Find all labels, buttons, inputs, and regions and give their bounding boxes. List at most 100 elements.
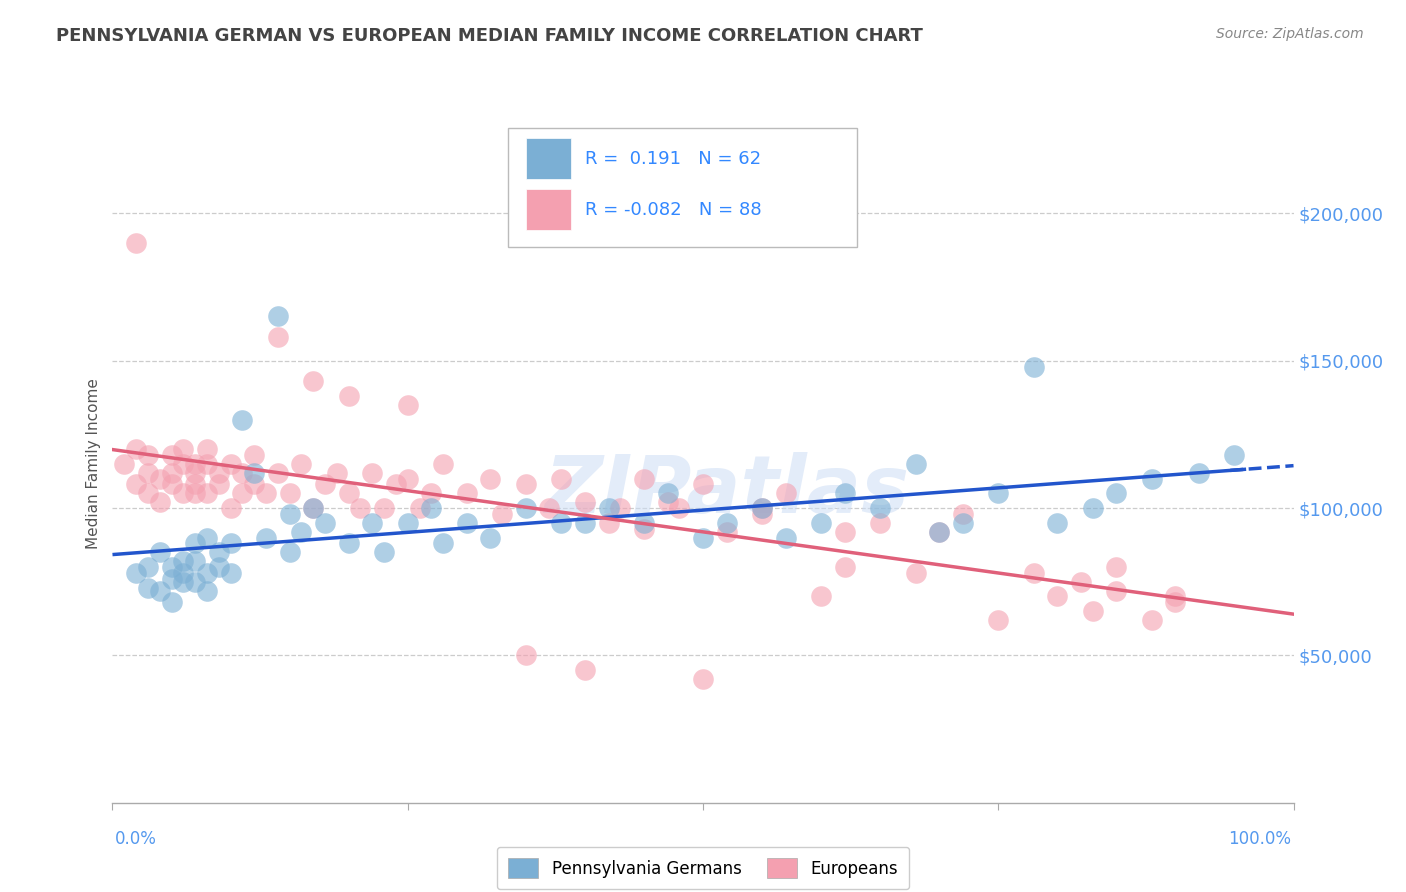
Point: [314, 516, 336, 530]
Point: [574, 663, 596, 677]
Point: [1081, 501, 1104, 516]
Point: [361, 466, 384, 480]
Point: [172, 486, 194, 500]
Point: [184, 477, 207, 491]
Point: [219, 566, 242, 580]
Point: [633, 472, 655, 486]
Point: [136, 581, 159, 595]
Point: [195, 442, 218, 456]
Point: [112, 457, 135, 471]
Y-axis label: Median Family Income: Median Family Income: [86, 378, 101, 549]
Point: [1105, 486, 1128, 500]
Point: [149, 545, 172, 559]
Point: [1140, 472, 1163, 486]
Point: [716, 516, 738, 530]
Point: [810, 590, 832, 604]
Point: [267, 466, 290, 480]
Point: [302, 501, 325, 516]
Point: [278, 545, 301, 559]
Point: [1164, 595, 1187, 609]
Point: [195, 486, 218, 500]
Text: 100.0%: 100.0%: [1227, 830, 1291, 847]
Point: [1022, 359, 1045, 374]
Point: [1164, 590, 1187, 604]
Point: [408, 501, 430, 516]
Point: [775, 486, 797, 500]
Point: [952, 507, 974, 521]
Point: [243, 466, 266, 480]
Point: [208, 477, 231, 491]
Point: [396, 472, 419, 486]
FancyBboxPatch shape: [508, 128, 856, 247]
Point: [1046, 590, 1069, 604]
Point: [172, 574, 194, 589]
Point: [160, 560, 183, 574]
Point: [337, 389, 360, 403]
Point: [869, 516, 891, 530]
Text: R = -0.082   N = 88: R = -0.082 N = 88: [585, 201, 762, 219]
Point: [160, 595, 183, 609]
Point: [361, 516, 384, 530]
Point: [574, 495, 596, 509]
Point: [184, 574, 207, 589]
Point: [668, 501, 690, 516]
Point: [928, 524, 950, 539]
Text: 0.0%: 0.0%: [115, 830, 157, 847]
Point: [420, 501, 443, 516]
Point: [550, 472, 572, 486]
Point: [290, 457, 312, 471]
Point: [598, 516, 620, 530]
Point: [172, 442, 194, 456]
Point: [538, 501, 561, 516]
Point: [267, 330, 290, 344]
Point: [869, 501, 891, 516]
Point: [1022, 566, 1045, 580]
Point: [952, 516, 974, 530]
Point: [1188, 466, 1211, 480]
Point: [1046, 516, 1069, 530]
Point: [172, 566, 194, 580]
Point: [349, 501, 371, 516]
Point: [834, 486, 856, 500]
Point: [254, 486, 277, 500]
Point: [456, 486, 478, 500]
Point: [657, 495, 679, 509]
Point: [810, 516, 832, 530]
Point: [172, 457, 194, 471]
Point: [420, 486, 443, 500]
Point: [231, 486, 253, 500]
Point: [515, 477, 537, 491]
Point: [314, 477, 336, 491]
Point: [550, 516, 572, 530]
Point: [598, 501, 620, 516]
Point: [432, 536, 454, 550]
Point: [385, 477, 408, 491]
Point: [243, 448, 266, 462]
Point: [928, 524, 950, 539]
Point: [337, 486, 360, 500]
Point: [987, 486, 1010, 500]
Point: [479, 531, 502, 545]
Legend: Pennsylvania Germans, Europeans: Pennsylvania Germans, Europeans: [496, 847, 910, 889]
Point: [231, 466, 253, 480]
Point: [337, 536, 360, 550]
Point: [515, 501, 537, 516]
Point: [254, 531, 277, 545]
Point: [751, 501, 773, 516]
Point: [1105, 560, 1128, 574]
Point: [125, 477, 148, 491]
Point: [692, 531, 714, 545]
Point: [195, 583, 218, 598]
Point: [195, 531, 218, 545]
Point: [125, 566, 148, 580]
Point: [208, 545, 231, 559]
Point: [290, 524, 312, 539]
Point: [456, 516, 478, 530]
Point: [373, 545, 395, 559]
Point: [491, 507, 513, 521]
Point: [219, 457, 242, 471]
Point: [184, 554, 207, 568]
Point: [751, 501, 773, 516]
Point: [125, 235, 148, 250]
Point: [184, 536, 207, 550]
